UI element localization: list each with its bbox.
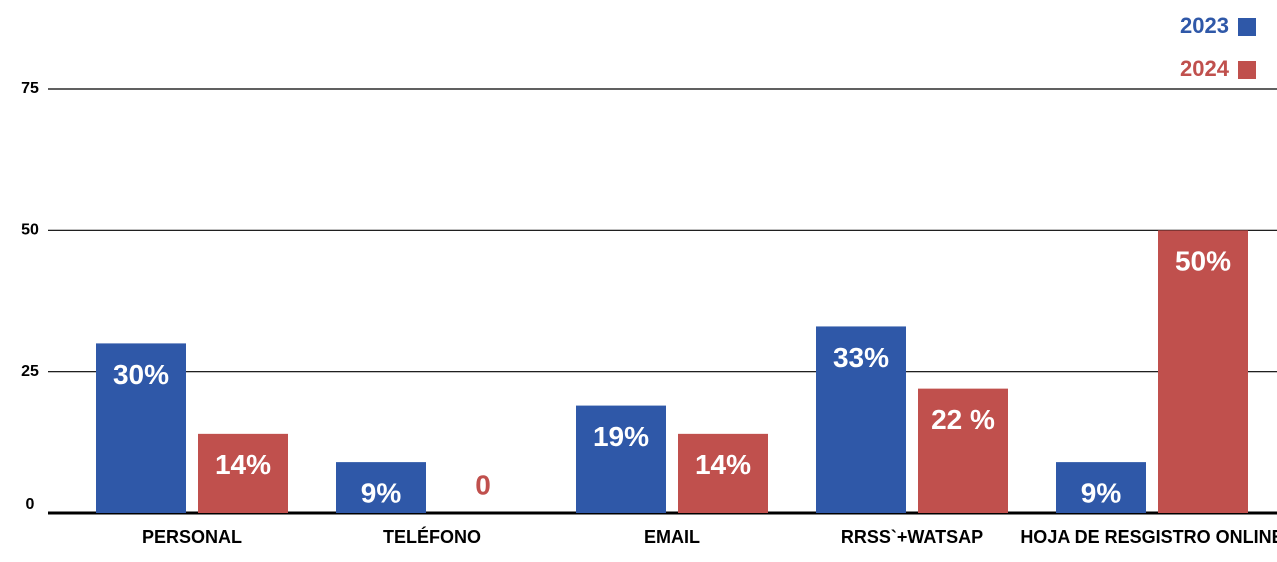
bar — [1158, 230, 1248, 514]
bar — [678, 433, 768, 513]
bar — [816, 326, 906, 513]
x-tick-label: TELÉFONO — [383, 526, 481, 547]
legend-label: 2024 — [1180, 56, 1230, 81]
bar — [1056, 462, 1146, 513]
data-label: 9% — [361, 478, 402, 509]
legend-swatch — [1238, 18, 1256, 36]
bar — [96, 343, 186, 513]
bar — [336, 462, 426, 513]
x-tick-label: EMAIL — [644, 527, 700, 547]
data-label: 14% — [695, 449, 751, 480]
bar — [198, 433, 288, 513]
bar — [576, 405, 666, 513]
data-label: 19% — [593, 421, 649, 452]
y-tick-label: 0 — [26, 496, 35, 513]
bar — [918, 388, 1008, 513]
data-label: 50% — [1175, 246, 1231, 277]
y-tick-label: 25 — [21, 363, 39, 380]
x-tick-label: PERSONAL — [142, 527, 242, 547]
legend-swatch — [1238, 61, 1256, 79]
data-label: 22 % — [931, 404, 995, 435]
x-tick-label: RRSS`+WATSAP — [841, 527, 983, 547]
data-label: 9% — [1081, 478, 1122, 509]
legend-label: 2023 — [1180, 13, 1229, 38]
data-label: 33% — [833, 342, 889, 373]
data-label: 0 — [475, 469, 491, 500]
y-tick-label: 50 — [21, 222, 39, 239]
y-tick-label: 75 — [21, 80, 39, 97]
data-label: 14% — [215, 449, 271, 480]
data-label: 30% — [113, 359, 169, 390]
x-tick-label: HOJA DE RESGISTRO ONLINE — [1020, 527, 1277, 547]
